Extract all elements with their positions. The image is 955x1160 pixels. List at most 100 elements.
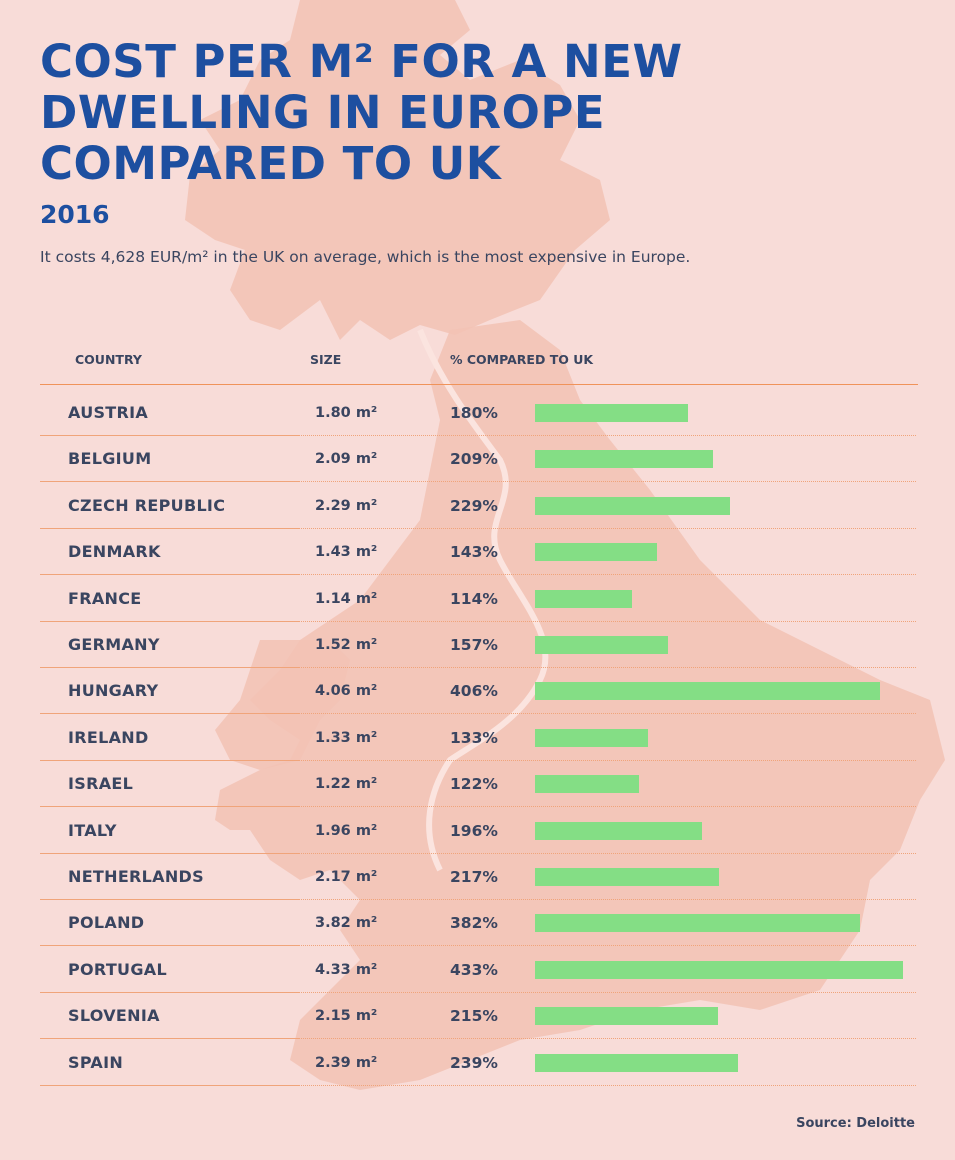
table-row: AUSTRIA 1.80 m² 180% — [0, 390, 955, 436]
percent-value: 217% — [450, 868, 498, 886]
table-row: SPAIN 2.39 m² 239% — [0, 1040, 955, 1086]
table-row: POLAND 3.82 m² 382% — [0, 900, 955, 947]
table-row: FRANCE 1.14 m² 114% — [0, 576, 955, 622]
row-divider — [40, 1084, 298, 1086]
percent-value: 133% — [450, 728, 498, 747]
size-value: 2.17 m² — [315, 869, 378, 885]
table-row: CZECH REPUBLIC 2.29 m² 229% — [0, 483, 955, 529]
wales-shape — [215, 640, 350, 770]
size-value: 1.33 m² — [315, 729, 378, 746]
country-label: AUSTRIA — [68, 403, 149, 422]
row-divider-dotted — [298, 899, 916, 900]
row-divider-dotted — [298, 527, 916, 529]
country-label: SLOVENIA — [68, 1006, 160, 1026]
row-divider — [40, 435, 298, 436]
row-divider — [40, 806, 298, 808]
percent-value: 209% — [450, 450, 498, 469]
size-value: 2.29 m² — [315, 497, 378, 514]
bar-france — [535, 589, 632, 608]
table-row: IRELAND 1.33 m² 133% — [0, 715, 955, 761]
row-divider — [40, 759, 298, 761]
uk-map-shape-main — [215, 320, 945, 1090]
row-divider — [40, 620, 298, 622]
bar-israel — [535, 775, 639, 794]
bar-italy — [535, 821, 702, 840]
row-divider — [40, 1038, 298, 1040]
percent-value: 382% — [450, 914, 498, 933]
percent-value: 180% — [450, 404, 498, 422]
country-label: PORTUGAL — [68, 959, 167, 979]
size-value: 1.22 m² — [315, 776, 378, 793]
size-value: 2.15 m² — [315, 1008, 378, 1025]
source-credit: Source: Deloitte — [796, 1116, 915, 1131]
country-label: GERMANY — [68, 635, 160, 654]
row-divider-dotted — [298, 1084, 916, 1086]
subtitle: It costs 4,628 EUR/m² in the UK on avera… — [40, 248, 691, 266]
row-divider — [40, 945, 298, 947]
row-divider-dotted — [298, 620, 916, 622]
row-divider-dotted — [298, 759, 916, 761]
size-value: 1.52 m² — [315, 637, 378, 653]
row-divider-dotted — [298, 481, 916, 483]
row-divider — [40, 852, 298, 854]
size-value: 4.06 m² — [315, 683, 378, 700]
country-label: IRELAND — [68, 727, 149, 747]
row-divider-dotted — [298, 435, 916, 436]
size-value: 1.43 m² — [315, 544, 378, 561]
table-row: GERMANY 1.52 m² 157% — [0, 622, 955, 668]
row-divider-dotted — [298, 852, 916, 854]
bar-denmark — [535, 543, 657, 562]
row-divider — [40, 574, 298, 576]
page-title: COST PER M² FOR A NEW DWELLING IN EUROPE… — [40, 35, 683, 190]
bar-poland — [535, 914, 860, 933]
percent-value: 215% — [450, 1007, 498, 1026]
percent-value: 433% — [450, 960, 498, 979]
size-value: 1.14 m² — [315, 590, 378, 607]
country-label: HUNGARY — [68, 681, 159, 701]
percent-value: 122% — [450, 775, 498, 794]
country-label: NETHERLANDS — [68, 867, 204, 886]
row-divider — [40, 481, 298, 483]
country-label: ITALY — [68, 820, 117, 840]
size-value: 2.09 m² — [315, 451, 378, 468]
table-row: PORTUGAL 4.33 m² 433% — [0, 947, 955, 993]
row-divider — [40, 991, 298, 993]
table-row: ISRAEL 1.22 m² 122% — [0, 761, 955, 808]
bar-germany — [535, 636, 668, 654]
bar-slovenia — [535, 1007, 718, 1026]
size-value: 2.39 m² — [315, 1054, 378, 1071]
bar-spain — [535, 1053, 738, 1072]
row-divider-dotted — [298, 806, 916, 808]
percent-value: 406% — [450, 682, 498, 701]
bar-belgium — [535, 450, 713, 469]
size-value: 3.82 m² — [315, 915, 378, 932]
map-border-line — [417, 328, 549, 872]
bar-austria — [535, 404, 688, 422]
percent-value: 157% — [450, 636, 498, 654]
table-row: ITALY 1.96 m² 196% — [0, 808, 955, 854]
row-divider-dotted — [298, 991, 916, 993]
year-subheading: 2016 — [40, 200, 110, 229]
row-divider — [40, 713, 298, 715]
bar-netherlands — [535, 868, 719, 886]
percent-value: 196% — [450, 821, 498, 840]
country-label: CZECH REPUBLIC — [68, 495, 226, 515]
country-label: POLAND — [68, 913, 145, 933]
row-divider-dotted — [298, 667, 916, 668]
table-row: HUNGARY 4.06 m² 406% — [0, 668, 955, 715]
column-header-percent: % COMPARED TO UK — [450, 352, 594, 367]
row-divider-dotted — [298, 945, 916, 947]
country-label: DENMARK — [68, 542, 161, 562]
row-divider-dotted — [298, 1038, 916, 1040]
row-divider-dotted — [298, 713, 916, 715]
size-value: 1.96 m² — [315, 822, 378, 839]
country-label: ISRAEL — [68, 774, 134, 794]
table-row: DENMARK 1.43 m² 143% — [0, 529, 955, 576]
table-row: NETHERLANDS 2.17 m² 217% — [0, 854, 955, 900]
bar-portugal — [535, 960, 903, 979]
bar-czech-republic — [535, 496, 730, 515]
table-row: BELGIUM 2.09 m² 209% — [0, 436, 955, 483]
percent-value: 229% — [450, 496, 498, 515]
